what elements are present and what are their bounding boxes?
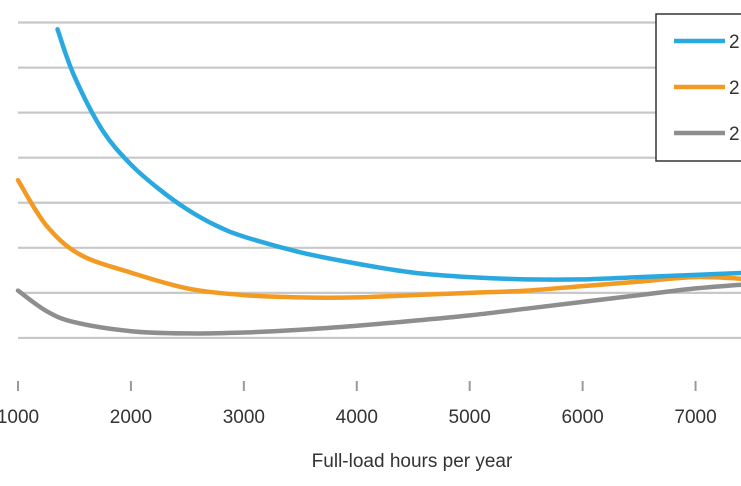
x-tick-label-7000: 7000 <box>674 407 716 428</box>
x-tick-label-1000: 1000 <box>0 407 39 428</box>
series-line-1 <box>15 177 741 300</box>
legend-label-0: 2 <box>729 32 740 53</box>
legend-label-2: 2 <box>729 124 740 145</box>
x-axis-title: Full-load hours per year <box>312 451 513 472</box>
legend: 2 2 2 <box>655 13 741 162</box>
x-tick-label-2000: 2000 <box>110 407 152 428</box>
x-tick-label-5000: 5000 <box>449 407 491 428</box>
x-tick-label-3000: 3000 <box>223 407 265 428</box>
x-axis: 1000 2000 3000 4000 5000 6000 7000 <box>0 381 717 428</box>
series-line-0 <box>55 27 741 282</box>
x-tick-label-4000: 4000 <box>336 407 378 428</box>
series-line-2 <box>15 282 741 336</box>
legend-label-1: 2 <box>729 78 740 99</box>
x-tick-label-6000: 6000 <box>561 407 603 428</box>
series-lines <box>15 27 741 336</box>
gridlines <box>18 21 741 340</box>
